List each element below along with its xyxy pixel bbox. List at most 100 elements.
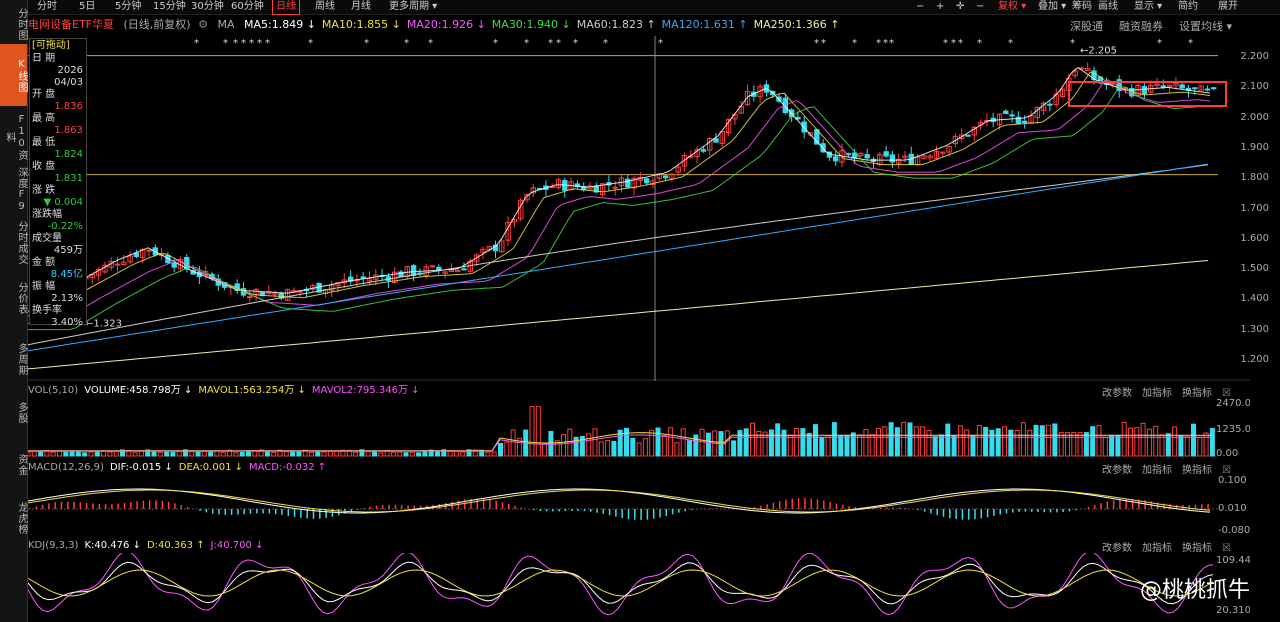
info-panel-title[interactable]: [可拖动] bbox=[32, 40, 70, 51]
macd-chart[interactable]: 0.100 0.010 -0.080 bbox=[28, 475, 1250, 535]
signal-marker: * bbox=[524, 38, 529, 49]
volume-bar bbox=[390, 451, 396, 457]
info-value: 8.45亿 bbox=[50, 269, 83, 280]
nav-item-4[interactable]: 分时成交 bbox=[16, 221, 27, 265]
volume-bar bbox=[164, 451, 170, 457]
panel-tool-button[interactable]: 改参数 bbox=[1102, 543, 1132, 554]
nav-item-7[interactable]: 多股 bbox=[16, 402, 27, 424]
volume-bar bbox=[183, 449, 188, 457]
panel-tool-button[interactable]: 改参数 bbox=[1102, 388, 1132, 399]
period-tab-9[interactable]: 更多周期 ▾ bbox=[389, 1, 438, 12]
candle-body bbox=[675, 166, 681, 173]
header-link[interactable]: 设置均线 ▾ bbox=[1179, 20, 1233, 33]
period-tab-0[interactable]: 分时 bbox=[37, 1, 57, 12]
header-link[interactable]: 深股通 bbox=[1070, 20, 1103, 33]
candle-body bbox=[1022, 120, 1028, 124]
period-tab-5[interactable]: 60分钟 bbox=[231, 1, 264, 12]
toolbar-right-item[interactable]: 筹码 bbox=[1072, 1, 1092, 12]
panel-tool-button[interactable]: 换指标 bbox=[1182, 465, 1212, 476]
volume-bar bbox=[756, 431, 762, 457]
panel-tool-button[interactable]: 换指标 bbox=[1182, 388, 1212, 399]
toolbar-right-item[interactable]: 显示 ▾ bbox=[1134, 1, 1163, 12]
nav-item-3[interactable]: 深度F9 bbox=[16, 167, 27, 213]
toolbar-right-item[interactable]: 展开 bbox=[1218, 1, 1238, 12]
volume-bar bbox=[1121, 421, 1127, 457]
header-link[interactable]: 融资融券 bbox=[1119, 20, 1163, 33]
volume-bar bbox=[120, 449, 125, 457]
signal-marker: * bbox=[364, 38, 369, 49]
plus-icon[interactable]: + bbox=[936, 1, 945, 12]
period-tab-7[interactable]: 周线 bbox=[315, 1, 335, 12]
volume-bar bbox=[964, 429, 970, 457]
volume-bar bbox=[617, 429, 623, 457]
volume-chart[interactable]: 2470.00 1235.00 0.00 bbox=[28, 398, 1250, 458]
toolbar-right-item[interactable]: 叠加 ▾ bbox=[1038, 1, 1067, 12]
period-tab-8[interactable]: 月线 bbox=[351, 1, 371, 12]
period-tab-2[interactable]: 5分钟 bbox=[115, 1, 142, 12]
info-label: 金 额 bbox=[32, 257, 56, 268]
panel-tool-button[interactable]: 加指标 bbox=[1142, 543, 1172, 554]
close-icon[interactable]: ☒ bbox=[1222, 543, 1231, 554]
d-line bbox=[28, 569, 1214, 597]
candle-body bbox=[921, 155, 927, 159]
signal-marker: * bbox=[1188, 38, 1193, 49]
candle-body bbox=[442, 271, 448, 274]
signal-marker: * bbox=[223, 38, 228, 49]
nav-item-9[interactable]: 龙虎榜 bbox=[16, 501, 27, 535]
volume-bar bbox=[724, 430, 730, 457]
candle-body bbox=[1072, 70, 1078, 77]
signal-marker: * bbox=[428, 38, 433, 49]
panel-tool-button[interactable]: 换指标 bbox=[1182, 543, 1212, 554]
toolbar-right-item[interactable]: 简约 bbox=[1178, 1, 1198, 12]
volume-bar bbox=[554, 440, 560, 457]
ma-value: MA120:1.631 ↑ bbox=[661, 18, 748, 31]
nav-item-0[interactable]: 分时图 bbox=[16, 7, 27, 41]
panel-tool-button[interactable]: 加指标 bbox=[1142, 465, 1172, 476]
minus-icon[interactable]: − bbox=[976, 1, 985, 12]
volume-bar bbox=[920, 426, 926, 457]
period-tab-4[interactable]: 30分钟 bbox=[191, 1, 224, 12]
quote-info-panel[interactable]: [可拖动] 日 期 2026 04/03 开 盘 1.836 最 高 1.863 最 低 1.8… bbox=[29, 38, 87, 328]
indicator-value: MACD:-0.032 ↑ bbox=[249, 462, 327, 473]
info-value: 2026 bbox=[57, 65, 83, 76]
candle-body bbox=[1166, 84, 1173, 88]
period-tab-6[interactable]: 日线 bbox=[272, 0, 300, 15]
candle-body bbox=[725, 118, 732, 134]
volume-bar bbox=[151, 450, 157, 457]
period-tab-1[interactable]: 5日 bbox=[79, 1, 96, 12]
settings-icon[interactable]: ⚙ bbox=[198, 18, 208, 31]
nav-item-1[interactable]: K线图 bbox=[0, 44, 27, 106]
kdj-tick: 109.440 bbox=[1216, 555, 1250, 566]
close-icon[interactable]: ☒ bbox=[1222, 465, 1231, 476]
security-name[interactable]: 电网设备ETF华夏 bbox=[28, 18, 114, 31]
candlestick-chart[interactable]: ←2.205←1.323* * * * * * * * * * * * * * * * * * * * * * * * * * * *… bbox=[28, 36, 1250, 381]
volume-bar bbox=[624, 427, 629, 457]
candle-body bbox=[700, 149, 707, 152]
toolbar-right-item[interactable]: 复权 ▾ bbox=[998, 1, 1027, 12]
nav-item-2[interactable]: F10资料 bbox=[4, 113, 27, 161]
nav-item-6[interactable]: 多周期 bbox=[16, 342, 27, 376]
crosshair-icon[interactable]: ✛ bbox=[956, 1, 965, 12]
info-value: 459万 bbox=[53, 245, 83, 256]
candle-body bbox=[681, 154, 688, 167]
volume-bar bbox=[888, 422, 894, 457]
volume-bar bbox=[932, 436, 938, 457]
period-tab-3[interactable]: 15分钟 bbox=[153, 1, 186, 12]
nav-item-5[interactable]: 分价表 bbox=[16, 281, 27, 315]
minus-icon[interactable]: − bbox=[916, 1, 925, 12]
volume-bar bbox=[1008, 429, 1014, 457]
kdj-chart[interactable]: 109.440 20.310 bbox=[28, 553, 1250, 620]
kdj-tick: 20.310 bbox=[1216, 605, 1250, 616]
close-icon[interactable]: ☒ bbox=[1222, 388, 1231, 399]
panel-tool-button[interactable]: 加指标 bbox=[1142, 388, 1172, 399]
volume-bar bbox=[359, 449, 365, 457]
info-label: 收 盘 bbox=[32, 161, 56, 172]
nav-item-8[interactable]: 资金 bbox=[16, 454, 27, 476]
volume-bar bbox=[939, 434, 944, 457]
indicator-value: DIF:-0.015 ↓ bbox=[109, 462, 173, 473]
volume-bar bbox=[1134, 427, 1140, 457]
signal-marker: * bbox=[1008, 38, 1013, 49]
panel-tool-button[interactable]: 改参数 bbox=[1102, 465, 1132, 476]
toolbar-right-item[interactable]: 画线 bbox=[1098, 1, 1118, 12]
candle-body bbox=[1192, 87, 1198, 90]
